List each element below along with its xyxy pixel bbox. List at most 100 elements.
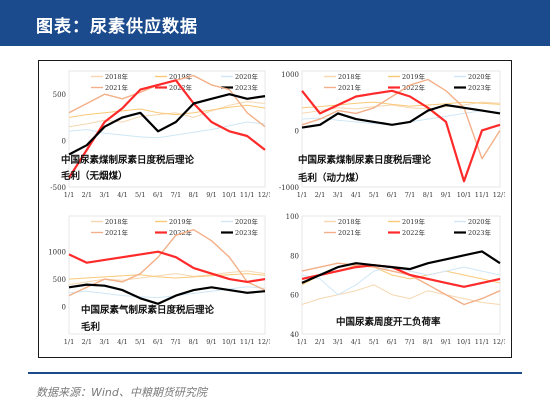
legend-entry: 2020年	[468, 72, 492, 81]
y-tick-label: 0	[62, 304, 66, 312]
x-tick-label: 8/1	[188, 191, 198, 199]
y-tick-label: -1000	[279, 184, 299, 192]
x-tick-label: 6/1	[153, 191, 163, 199]
x-tick-label: 4/1	[351, 191, 361, 199]
plot-area	[301, 70, 501, 188]
y-tick-label: 500	[53, 91, 66, 99]
x-tick-label: 8/1	[423, 191, 433, 199]
legend-entry: 2023年	[468, 228, 492, 237]
x-tick-label: 2/1	[315, 191, 325, 199]
y-tick-label: 1000	[48, 249, 66, 257]
series-line-2022年	[301, 264, 501, 288]
x-tick-label: 3/1	[333, 191, 343, 199]
series-line-2021年	[301, 262, 501, 306]
x-tick-label: 8/1	[188, 338, 198, 346]
x-tick-label: 5/1	[135, 191, 145, 199]
x-tick-label: 10/1	[222, 191, 237, 199]
y-tick-label: 80	[290, 252, 299, 260]
chart-title: 中国尿素周度开工负荷率	[336, 316, 441, 328]
x-tick-label: 11/1	[475, 191, 490, 199]
x-tick-label: 4/1	[351, 338, 361, 346]
legend-entry: 2021年	[105, 83, 129, 92]
series-line-2023年	[301, 250, 501, 284]
x-tick-label: 6/1	[153, 338, 163, 346]
legend-entry: 2020年	[235, 72, 259, 81]
chart-title: 中国尿素气制尿素日度税后理论	[81, 304, 215, 316]
legend-entry: 2018年	[105, 217, 129, 226]
x-tick-label: 9/1	[441, 338, 451, 346]
x-tick-label: 9/1	[441, 191, 451, 199]
legend-entry: 2018年	[105, 72, 129, 81]
x-tick-label: 2/1	[82, 338, 92, 346]
data-source: 数据来源：Wind、中粮期货研究院	[36, 386, 207, 399]
report-header: 图表：尿素供应数据	[0, 0, 550, 46]
x-tick-label: 11/1	[475, 338, 490, 346]
y-tick-label: 40	[290, 331, 299, 339]
x-tick-label: 1/1	[64, 338, 74, 346]
x-tick-label: 1/1	[297, 191, 307, 199]
x-tick-label: 2/1	[315, 338, 325, 346]
series-line-2022年	[68, 250, 266, 284]
x-tick-label: 5/1	[135, 338, 145, 346]
x-tick-label: 7/1	[171, 191, 181, 199]
footer-divider	[28, 372, 522, 374]
legend-entry: 2019年	[169, 72, 193, 81]
x-tick-label: 1/1	[64, 191, 74, 199]
chart-title: 毛利（动力煤）	[298, 172, 365, 184]
y-tick-label: 500	[53, 276, 66, 284]
x-tick-label: 8/1	[423, 338, 433, 346]
x-tick-label: 6/1	[387, 338, 397, 346]
x-tick-label: 9/1	[206, 338, 216, 346]
series-line-2020年	[68, 121, 266, 139]
series-line-2019年	[68, 104, 266, 118]
x-tick-label: 12/1	[258, 338, 270, 346]
series-line-2023年	[301, 103, 501, 129]
x-tick-label: 4/1	[117, 191, 127, 199]
x-tick-label: 10/1	[222, 338, 237, 346]
x-tick-label: 2/1	[82, 191, 92, 199]
legend-entry: 2020年	[235, 217, 259, 226]
x-tick-label: 7/1	[405, 191, 415, 199]
figure-title: 图表：尿素供应数据	[36, 17, 198, 37]
y-tick-label: 1000	[281, 71, 299, 79]
x-tick-label: 3/1	[333, 338, 343, 346]
x-tick-label: 3/1	[99, 191, 109, 199]
legend-entry: 2021年	[338, 228, 362, 237]
chart-title: 毛利（无烟煤）	[61, 170, 128, 182]
x-tick-label: 4/1	[117, 338, 127, 346]
series-line-2023年	[68, 93, 266, 156]
legend-entry: 2021年	[338, 83, 362, 92]
y-tick-label: 60	[290, 292, 299, 300]
legend-entry: 2023年	[235, 228, 259, 237]
chart-operating-rate: 100 80 60 401/1 2/1 3/1 4/1 5/1 6/1 7/1 8/1 9/1 10/1…	[286, 213, 505, 346]
x-tick-label: 11/1	[240, 338, 255, 346]
legend-entry: 2018年	[338, 72, 362, 81]
x-tick-label: 10/1	[457, 338, 472, 346]
legend-entry: 2019年	[402, 72, 426, 81]
series-line-2022年	[68, 79, 266, 179]
legend-entry: 2018年	[338, 217, 362, 226]
legend-entry: 2023年	[468, 83, 492, 92]
x-tick-label: 7/1	[171, 338, 181, 346]
x-tick-label: 12/1	[493, 338, 505, 346]
legend-entry: 2020年	[468, 217, 492, 226]
y-tick-label: -500	[50, 184, 66, 192]
series-line-2018年	[301, 284, 501, 305]
legend-entry: 2019年	[402, 217, 426, 226]
series-line-2022年	[301, 89, 501, 183]
chart-title: 中国尿素煤制尿素日度税后理论	[61, 154, 195, 166]
chart-title: 毛利	[81, 321, 100, 333]
x-tick-label: 5/1	[369, 338, 379, 346]
x-tick-label: 3/1	[99, 338, 109, 346]
x-tick-label: 11/1	[240, 191, 255, 199]
y-tick-label: 100	[286, 213, 299, 221]
series-line-2018年	[68, 270, 266, 286]
x-tick-label: 12/1	[258, 191, 270, 199]
x-tick-label: 5/1	[369, 191, 379, 199]
legend-entry: 2022年	[402, 83, 426, 92]
legend-entry: 2022年	[402, 228, 426, 237]
series-line-2018年	[301, 101, 501, 114]
